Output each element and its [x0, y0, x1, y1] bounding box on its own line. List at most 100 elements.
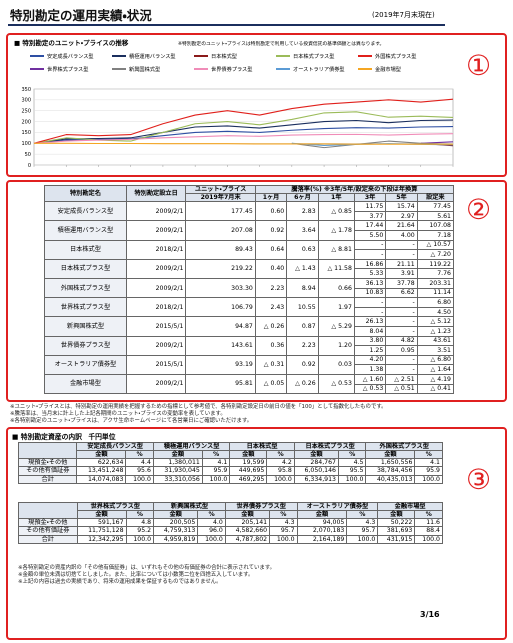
- fund-value-annual: -: [353, 249, 387, 260]
- chart: ■ 特別勘定のユニット・プライスの推移 ※特別勘定のユニット・プライスは特別勘定…: [14, 38, 454, 169]
- fund-date: 2009/2/1: [125, 201, 187, 222]
- fund-date: 2009/2/1: [125, 220, 187, 241]
- fund-date: 2009/2/1: [125, 373, 187, 395]
- asset-value: 95.2: [125, 526, 155, 536]
- note-line: ※各特別勘定の資産内訳の「その他有価証券」は、いずれもその他の有価証券の合計に表…: [18, 565, 276, 571]
- subheader: %: [125, 450, 154, 460]
- subheader: 金額: [229, 450, 268, 460]
- fund-value: -: [385, 316, 418, 327]
- fund-value: △ 1.60: [353, 373, 387, 385]
- y-tick-label: 250: [21, 109, 31, 115]
- fund-value: 0.40: [254, 258, 288, 280]
- fund-value: 3.80: [353, 335, 387, 347]
- fund-name: 世界債券プラス型: [44, 335, 127, 356]
- fund-value: △ 10.57: [416, 239, 455, 251]
- callout: ①: [466, 49, 492, 82]
- fund-value-annual: △ 1.64: [416, 364, 455, 375]
- asset-value: 96.0: [197, 526, 226, 536]
- fund-row: 積極運用バランス型 2009/2/1 207.08 0.92 3.64 △ 1.78 17.…: [44, 220, 455, 241]
- corner-cell: [18, 501, 78, 520]
- y-tick-label: 200: [21, 119, 31, 125]
- column-header: 3年: [353, 193, 387, 203]
- fund-value: 16.86: [353, 258, 387, 270]
- asset-value: 4.0: [197, 518, 226, 528]
- fund-value: 1.20: [317, 335, 355, 356]
- fund-name: 安定成長バランス型: [44, 201, 127, 222]
- fund-date: 2009/2/1: [125, 258, 187, 280]
- fund-value: 0.63: [286, 239, 319, 260]
- subheader: %: [197, 510, 226, 520]
- y-tick-label: 350: [21, 87, 31, 93]
- assets-table: 安定成長バランス型 積極運用バランス型 日本株式型 日本株式プラス型 外国株式プラス型金…: [17, 441, 443, 484]
- callout: ②: [466, 193, 492, 226]
- asset-value: 100.0: [337, 474, 367, 484]
- fund-value: △ 0.85: [317, 201, 355, 222]
- column-header: 特別勘定設立日: [125, 184, 187, 203]
- asset-value: 4.5: [337, 458, 367, 468]
- fund-value-annual: 1.25: [353, 345, 387, 356]
- fund-value: 4.20: [353, 354, 387, 366]
- series-line: [291, 140, 454, 149]
- asset-value: 1,650,556: [365, 458, 416, 468]
- fund-value: 219.22: [185, 258, 256, 280]
- asset-value: 11.6: [414, 518, 443, 528]
- subheader: 金額: [365, 450, 416, 460]
- page-number: 3/16: [420, 610, 440, 619]
- asset-value: 4.2: [266, 458, 295, 468]
- fund-name: 金融市場型: [44, 373, 127, 395]
- fund-value-annual: 5.61: [416, 210, 455, 222]
- asset-value: 100.0: [414, 534, 443, 544]
- asset-row: 合計 12,342,295 100.0 4,959,819 100.0 4,787,802…: [18, 534, 443, 544]
- fund-value-annual: △ 0.41: [416, 383, 455, 395]
- fund-date: 2015/5/1: [125, 316, 187, 337]
- header-row: 安定成長バランス型 積極運用バランス型 日本株式型 日本株式プラス型 外国株式プラス型: [17, 441, 443, 460]
- fund-value: 21.11: [385, 258, 418, 270]
- chart-frame: [6, 33, 507, 177]
- fund-value-annual: -: [353, 306, 387, 318]
- fund-name: 日本株式型: [44, 239, 127, 260]
- asset-value: 4,582,660: [224, 526, 271, 536]
- fund-value-annual: -: [385, 249, 418, 260]
- asset-row: 合計 14,074,083 100.0 33,310,056 100.0 469,295 1…: [17, 474, 443, 484]
- fund-date: 2018/2/1: [125, 297, 187, 318]
- column-header: オーストラリア債券型: [296, 501, 379, 512]
- column-header: 新興国株式型: [153, 501, 226, 512]
- fund-row: 新興国株式型 2015/5/1 94.87 △ 0.26 0.87 △ 5.29 26.13…: [44, 316, 455, 337]
- asset-value: 19,599: [229, 458, 268, 468]
- subheader: 金額: [76, 450, 127, 460]
- asset-value: 38,784,456: [365, 466, 416, 476]
- fund-value: 10.55: [286, 297, 319, 318]
- asset-value: 381,693: [377, 526, 416, 536]
- fund-value: 26.13: [353, 316, 387, 327]
- fund-date: 2009/2/1: [125, 277, 187, 299]
- fund-value-annual: △ 0.51: [385, 383, 418, 395]
- series-line: [33, 133, 454, 144]
- asset-value: 95.6: [125, 466, 154, 476]
- fund-value: 1.97: [317, 297, 355, 318]
- fund-value: △ 0.05: [254, 373, 288, 395]
- column-header: 金融市場型: [377, 501, 443, 512]
- fund-value-annual: △ 0.53: [353, 383, 387, 395]
- asset-value: 100.0: [125, 474, 154, 484]
- fund-value-annual: 5.33: [353, 268, 387, 279]
- asset-value: 100.0: [269, 534, 298, 544]
- asset-row: 現預金・その他 622,634 4.4 1,380,011 4.1 19,599 4.2 28…: [17, 458, 443, 468]
- legend-label: 積極運用バランス型: [129, 52, 176, 60]
- fund-value: 37.78: [385, 278, 418, 289]
- asset-row: その他有価証券 13,451,248 95.6 31,930,045 95.9 449,6…: [17, 466, 443, 476]
- fund-value-annual: 4.00: [385, 230, 418, 241]
- legend-label: 金融市場型: [375, 65, 401, 73]
- page-title: 特別勘定の運用実績・状況: [10, 8, 152, 23]
- column-header: 設定来: [416, 193, 455, 203]
- fund-row: オーストラリア債券型 2015/5/1 93.19 △ 0.31 0.92 0.03 4.2…: [44, 354, 455, 375]
- fund-value: △ 11.58: [317, 258, 355, 280]
- asset-value: 13,451,248: [76, 466, 127, 476]
- row-label: 現預金・その他: [17, 458, 78, 468]
- asset-value: 6,334,913: [293, 474, 339, 484]
- subheader: %: [269, 510, 298, 520]
- fund-value: △ 1.78: [317, 220, 355, 241]
- fund-value: 3.64: [286, 220, 319, 241]
- fund-value: △ 8.81: [317, 239, 355, 260]
- asset-value: 95.7: [346, 526, 379, 536]
- fund-date: 2018/2/1: [125, 239, 187, 260]
